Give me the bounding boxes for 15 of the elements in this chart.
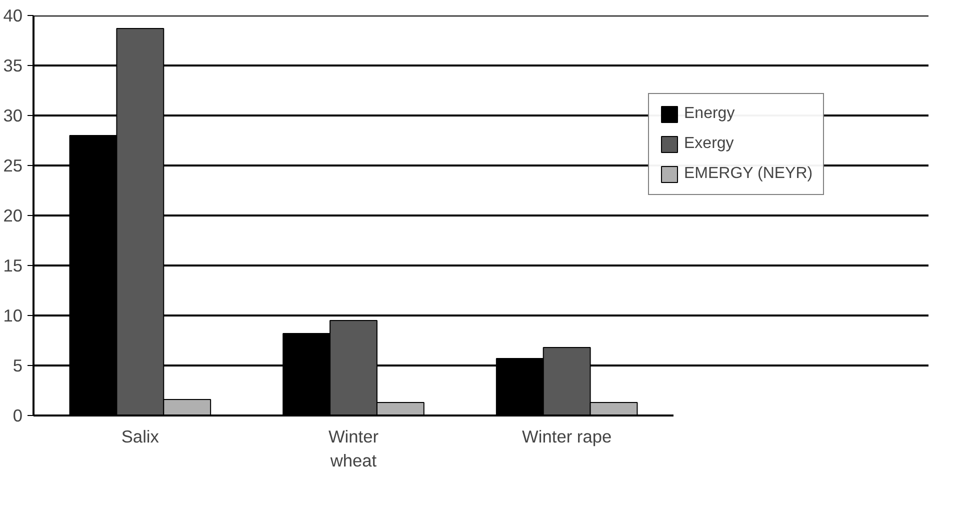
y-tick-label: 15 xyxy=(3,256,23,276)
y-tick-label: 5 xyxy=(12,356,23,376)
y-tick-label: 0 xyxy=(12,406,23,426)
y-tick-label: 30 xyxy=(3,106,23,126)
y-tick-label: 35 xyxy=(3,56,23,76)
legend-label: Energy xyxy=(684,105,735,123)
x-tick-label: Winter wheat xyxy=(328,426,379,470)
x-tick-label: Winter rape xyxy=(522,426,612,446)
y-tick-label: 40 xyxy=(3,6,23,26)
legend-label: EMERGY (NEYR) xyxy=(684,165,813,183)
y-tick-label: 20 xyxy=(3,206,23,226)
x-tick-label: Salix xyxy=(121,426,160,446)
y-tick-label: 10 xyxy=(3,306,23,326)
y-tick-label: 25 xyxy=(3,156,23,176)
legend-label: Exergy xyxy=(684,135,734,153)
